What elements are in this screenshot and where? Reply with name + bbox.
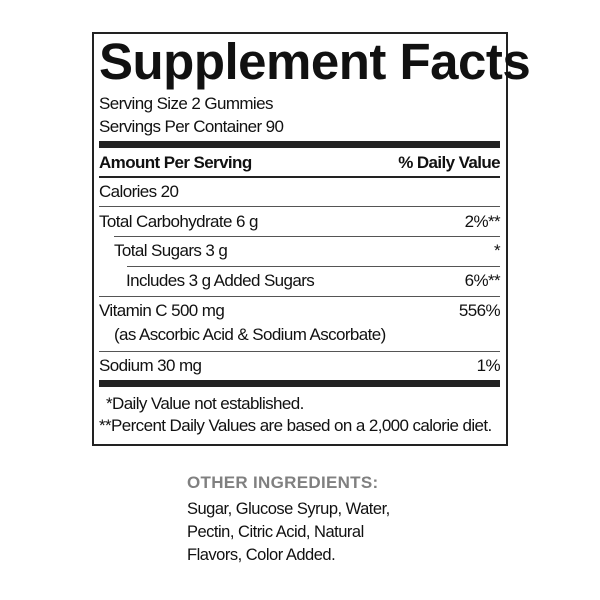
divider (99, 296, 500, 297)
row-sodium-dv: 1% (476, 356, 501, 375)
servings-per-container: Servings Per Container 90 (99, 117, 284, 136)
divider-thick (99, 141, 500, 148)
row-sodium: Sodium 30 mg (99, 356, 202, 375)
other-ingredients-heading: OTHER INGREDIENTS: (187, 473, 379, 492)
supplement-facts-panel: Supplement Facts Serving Size 2 Gummies … (92, 32, 531, 446)
daily-value-header: % Daily Value (398, 153, 500, 172)
other-ingredients-line: Pectin, Citric Acid, Natural (187, 523, 364, 541)
other-ingredients-line: Sugar, Glucose Syrup, Water, (187, 500, 390, 518)
row-calories: Calories 20 (99, 182, 179, 201)
row-total-sugars: Total Sugars 3 g (114, 241, 228, 260)
row-total-sugars-dv: * (493, 241, 501, 260)
serving-size: Serving Size 2 Gummies (99, 94, 273, 113)
row-total-carbohydrate: Total Carbohydrate 6 g (99, 212, 258, 231)
divider (114, 236, 500, 237)
divider (127, 266, 500, 267)
other-ingredients-line: Flavors, Color Added. (187, 546, 336, 564)
row-total-carbohydrate-dv: 2%** (464, 212, 501, 231)
row-added-sugars-dv: 6%** (464, 271, 501, 290)
divider (99, 351, 500, 352)
divider (99, 176, 500, 178)
row-vitamin-c-source: (as Ascorbic Acid & Sodium Ascorbate) (114, 325, 386, 344)
row-vitamin-c: Vitamin C 500 mg (99, 301, 225, 320)
divider-thick (99, 380, 500, 387)
amount-per-serving-header: Amount Per Serving (99, 153, 252, 172)
divider (99, 206, 500, 207)
row-added-sugars: Includes 3 g Added Sugars (126, 271, 315, 290)
row-vitamin-c-dv: 556% (458, 301, 501, 320)
panel-title: Supplement Facts (99, 33, 531, 90)
footnote-daily-value: *Daily Value not established. (106, 394, 304, 413)
footnote-percent-daily-values: **Percent Daily Values are based on a 2,… (99, 416, 492, 435)
